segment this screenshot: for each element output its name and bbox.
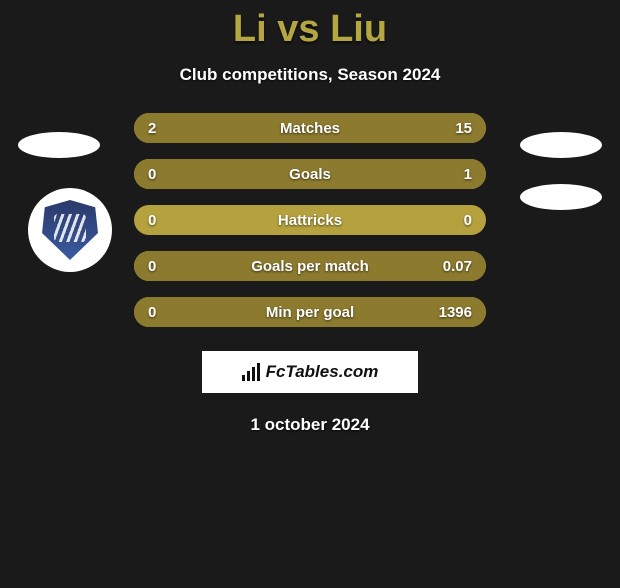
bars-icon xyxy=(242,363,260,381)
brand-text: FcTables.com xyxy=(266,362,379,382)
stat-row: 0 Hattricks 0 xyxy=(134,205,486,235)
stat-label: Hattricks xyxy=(194,212,426,229)
stat-row: 0 Goals per match 0.07 xyxy=(134,251,486,281)
club-badge-right xyxy=(520,184,602,210)
subtitle: Club competitions, Season 2024 xyxy=(0,65,620,85)
page-title: Li vs Liu xyxy=(0,8,620,51)
club-logo-left xyxy=(28,188,112,272)
stat-label: Goals per match xyxy=(194,258,426,275)
shield-icon xyxy=(42,200,98,260)
stat-label: Goals xyxy=(194,166,426,183)
stat-value-right: 1 xyxy=(426,166,486,183)
stats-container: 2 Matches 15 0 Goals 1 0 Hattricks 0 0 G… xyxy=(134,113,486,327)
stat-label: Matches xyxy=(194,120,426,137)
brand-badge: FcTables.com xyxy=(202,351,418,393)
player-badge-left xyxy=(18,132,100,158)
date-text: 1 october 2024 xyxy=(0,415,620,435)
stat-value-left: 0 xyxy=(134,258,194,275)
stat-label: Min per goal xyxy=(194,304,426,321)
stat-value-right: 1396 xyxy=(426,304,486,321)
stat-value-left: 0 xyxy=(134,304,194,321)
stat-value-right: 15 xyxy=(426,120,486,137)
stat-row: 2 Matches 15 xyxy=(134,113,486,143)
stat-value-left: 0 xyxy=(134,212,194,229)
player-badge-right xyxy=(520,132,602,158)
stat-row: 0 Goals 1 xyxy=(134,159,486,189)
stat-value-right: 0 xyxy=(426,212,486,229)
stat-row: 0 Min per goal 1396 xyxy=(134,297,486,327)
stat-value-right: 0.07 xyxy=(426,258,486,275)
stat-value-left: 0 xyxy=(134,166,194,183)
stat-value-left: 2 xyxy=(134,120,194,137)
